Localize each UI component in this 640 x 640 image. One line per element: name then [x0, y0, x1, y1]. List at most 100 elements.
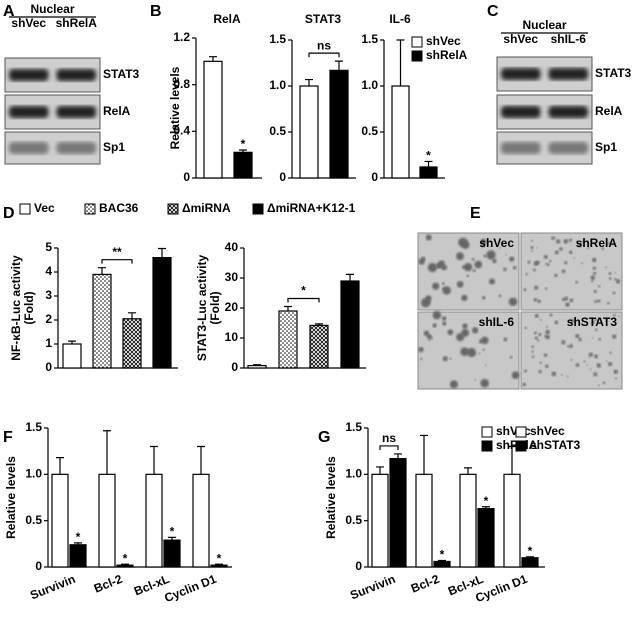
- colony: [581, 240, 585, 244]
- legend-label: shRelA: [426, 48, 468, 62]
- y-tick-label: 0: [183, 170, 190, 184]
- colony: [531, 249, 534, 252]
- colony: [605, 360, 608, 363]
- significance-bracket: [379, 445, 399, 450]
- colony: [589, 368, 592, 371]
- colony: [509, 256, 515, 262]
- error-bar: [253, 364, 261, 366]
- colony: [420, 357, 423, 361]
- y-axis-label: (Fold): [208, 291, 222, 324]
- chart-title: RelA: [213, 12, 241, 26]
- colony: [462, 323, 468, 329]
- colony: [449, 357, 452, 360]
- bar: [116, 564, 134, 568]
- bar: [69, 544, 87, 568]
- colony: [456, 252, 464, 261]
- colony: [608, 277, 612, 280]
- legend-swatch: [167, 203, 179, 215]
- panel-label: A: [3, 3, 15, 20]
- colony: [591, 320, 595, 324]
- colony: [561, 269, 566, 274]
- image-label: shIL-6: [479, 315, 515, 329]
- bar: [163, 539, 181, 568]
- y-tick-label: 0.4: [173, 124, 190, 138]
- blot-band: [56, 142, 96, 154]
- colony: [554, 320, 559, 325]
- colony: [608, 272, 612, 275]
- blot-band: [56, 106, 96, 118]
- colony: [593, 271, 597, 276]
- y-tick-label: 3: [45, 288, 52, 302]
- blot-title: Nuclear: [522, 18, 566, 32]
- y-tick-label: 10: [225, 330, 239, 344]
- error-bar: [346, 273, 354, 281]
- colony: [505, 253, 508, 256]
- legend-label: ΔmiRNA: [182, 201, 231, 215]
- error-bar: [121, 563, 129, 566]
- colony: [488, 278, 496, 285]
- lane-label: shVec: [503, 32, 538, 46]
- bar: [521, 557, 539, 568]
- colony: [543, 353, 548, 357]
- error-bar: [482, 506, 490, 509]
- colony: [569, 250, 573, 255]
- y-axis-label: Relative levels: [4, 456, 18, 539]
- colony: [482, 296, 486, 300]
- image-label: shRelA: [576, 236, 618, 250]
- legend-swatch: [411, 36, 423, 48]
- colony: [605, 266, 608, 269]
- colony: [575, 333, 580, 338]
- bar: [459, 473, 477, 568]
- colony: [466, 274, 469, 278]
- error-bar: [103, 430, 111, 475]
- blot-title: Nuclear: [30, 2, 74, 16]
- colony: [461, 294, 468, 302]
- colony: [556, 239, 561, 244]
- colony: [554, 250, 559, 255]
- error-bar: [376, 466, 384, 475]
- colony: [478, 352, 481, 355]
- colony: [570, 318, 575, 323]
- colony: [498, 247, 501, 249]
- colony: [601, 247, 605, 250]
- bar: [51, 473, 69, 568]
- legend-swatch: [481, 426, 493, 438]
- error-bar: [396, 39, 405, 86]
- colony: [612, 291, 616, 295]
- colony: [569, 239, 572, 242]
- legend-label: ΔmiRNA+K12-1: [267, 201, 356, 215]
- colony: [432, 323, 437, 328]
- colony: [474, 378, 477, 381]
- legend-label: BAC36: [99, 201, 139, 215]
- band-label: RelA: [103, 104, 131, 118]
- colony-image: [520, 232, 623, 311]
- colony: [463, 263, 473, 272]
- colony: [561, 297, 566, 302]
- colony: [482, 348, 485, 352]
- bar: [340, 280, 360, 369]
- colony: [590, 280, 594, 283]
- colony: [615, 279, 621, 284]
- colony: [546, 262, 550, 267]
- y-tick-label: 1.2: [173, 30, 190, 44]
- bar: [247, 365, 267, 369]
- y-tick-label: 1.0: [361, 78, 378, 92]
- colony: [567, 344, 570, 348]
- colony: [591, 257, 597, 263]
- significance-label: *: [484, 494, 489, 508]
- bar: [477, 508, 495, 568]
- colony: [531, 350, 534, 354]
- error-bar: [315, 323, 323, 326]
- band-label: Sp1: [595, 140, 617, 154]
- significance-bracket: [101, 259, 133, 264]
- colony: [534, 313, 539, 318]
- bar: [391, 85, 410, 179]
- error-bar: [68, 340, 76, 344]
- y-tick-label: 0.5: [269, 124, 286, 138]
- bar: [210, 564, 228, 568]
- bar: [299, 85, 319, 179]
- colony: [549, 313, 553, 317]
- colony: [425, 234, 432, 241]
- bar: [371, 473, 389, 568]
- panel-label: F: [3, 429, 13, 446]
